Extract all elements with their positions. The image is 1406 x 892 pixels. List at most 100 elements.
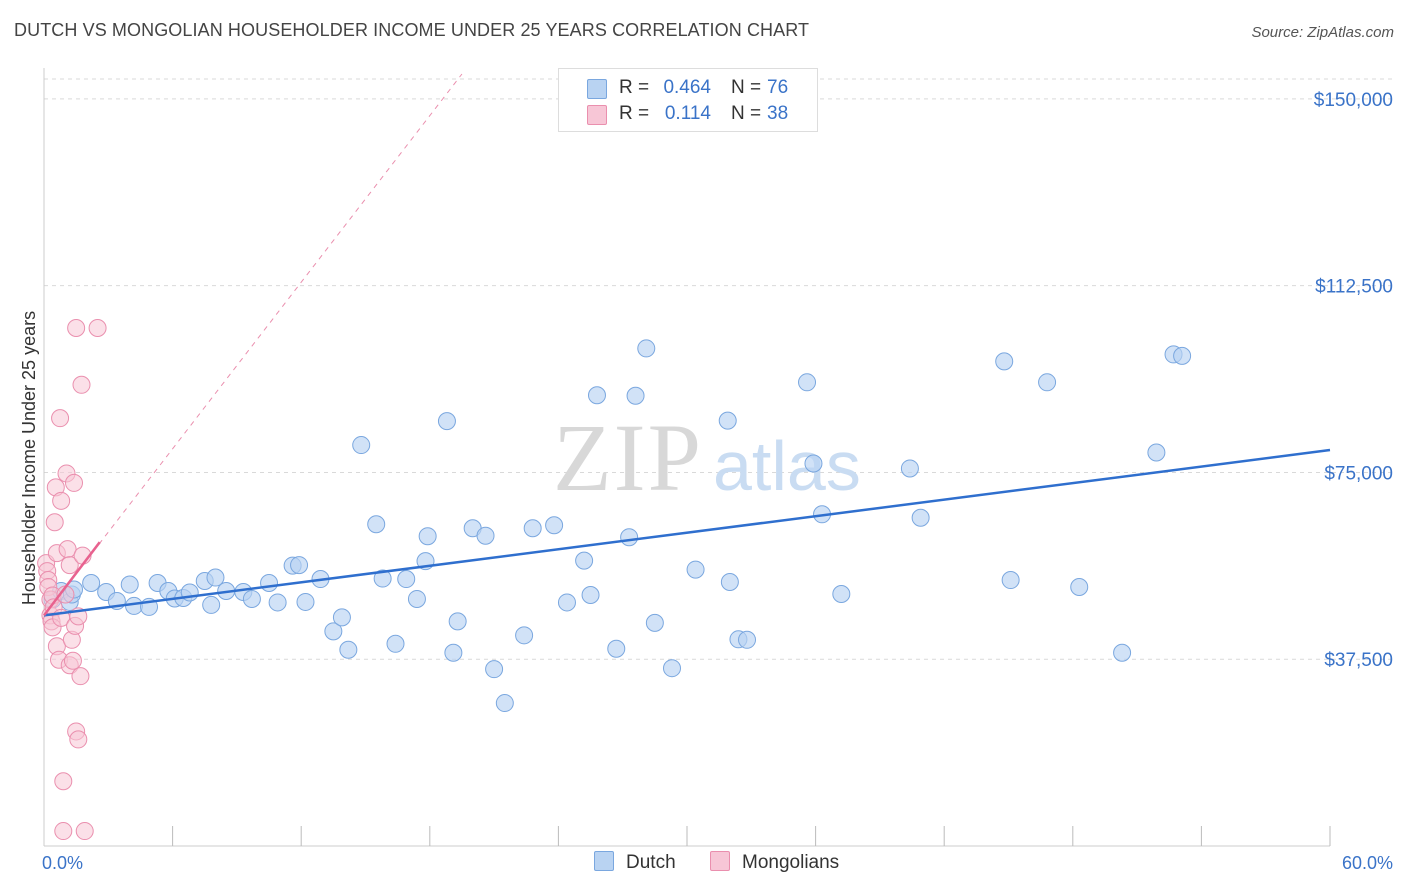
legend-item-dutch: Dutch (594, 851, 676, 874)
dutch-point (495, 694, 514, 713)
dutch-point (718, 411, 737, 430)
mongolians-point (71, 667, 90, 686)
legend-n-label: N = (731, 77, 762, 98)
legend-label-dutch: Dutch (626, 852, 676, 873)
mongolians-trend-line (43, 541, 101, 617)
dutch-point (476, 526, 495, 545)
y-tick-label: $150,000 (1314, 90, 1393, 111)
dutch-point (290, 556, 309, 575)
mongolians-point (69, 730, 88, 749)
legend-r-label: R = (619, 77, 650, 98)
dutch-point (720, 573, 739, 592)
chart-title: DUTCH VS MONGOLIAN HOUSEHOLDER INCOME UN… (14, 20, 810, 40)
legend-label-mongolians: Mongolians (742, 852, 840, 873)
legend-swatch-dutch (587, 79, 607, 99)
legend-row-dutch: R = 0.464 N = 76 (559, 75, 817, 101)
mongolians-point (75, 822, 94, 841)
legend-swatch-mongolians (710, 851, 730, 871)
dutch-point (437, 412, 456, 431)
legend-n-value: 38 (767, 103, 789, 124)
dutch-point (373, 569, 392, 588)
mongolians-point (54, 772, 73, 791)
mongolians-point (60, 556, 79, 575)
dutch-point (804, 454, 823, 473)
watermark-zip: ZIP (553, 404, 703, 511)
dutch-point (832, 584, 851, 603)
dutch-point (418, 527, 437, 546)
dutch-point (686, 560, 705, 579)
dutch-point (557, 593, 576, 612)
dutch-point (1070, 578, 1089, 597)
dutch-point (332, 608, 351, 627)
dutch-point (900, 459, 919, 478)
dutch-point (367, 515, 386, 534)
legend-swatch-mongolians (587, 105, 607, 125)
dutch-point (1147, 443, 1166, 462)
legend-item-mongolians: Mongolians (710, 851, 839, 874)
dutch-point (662, 659, 681, 678)
dutch-point (386, 634, 405, 653)
dutch-point (738, 630, 757, 649)
dutch-point (620, 528, 639, 547)
correlation-legend: R = 0.464 N = 76 R = 0.114 N = 38 (558, 68, 818, 132)
dutch-point (626, 386, 645, 405)
dutch-point (397, 570, 416, 589)
dutch-point (637, 339, 656, 358)
dutch-point (260, 574, 279, 593)
mongolians-point (88, 319, 107, 338)
x-tick-label: 60.0% (1342, 853, 1393, 873)
dutch-point (1173, 346, 1192, 365)
legend-r-label: R = (619, 103, 650, 124)
mongolians-point (45, 513, 64, 532)
source-credit: Source: ZipAtlas.com (1251, 24, 1394, 41)
y-tick-label: $75,000 (1324, 463, 1393, 484)
dutch-point (798, 373, 817, 392)
legend-n-label: N = (731, 103, 762, 124)
dutch-point (515, 626, 534, 645)
mongolians-point (63, 651, 82, 670)
dutch-point (645, 613, 664, 632)
dutch-point (352, 436, 371, 455)
legend-r-value: 0.114 (664, 103, 711, 124)
dutch-point (581, 585, 600, 604)
legend-swatch-dutch (594, 851, 614, 871)
dutch-point (296, 592, 315, 611)
legend-n-value: 76 (767, 77, 789, 98)
mongolians-point (72, 375, 91, 394)
y-axis-title: Householder Income Under 25 years (19, 311, 39, 605)
mongolians-point (65, 473, 84, 492)
dutch-point (911, 508, 930, 527)
mongolians-point (58, 540, 77, 559)
dutch-point (587, 386, 606, 405)
dutch-point (1038, 373, 1057, 392)
dutch-point (545, 516, 564, 535)
dutch-point (125, 596, 144, 615)
dutch-point (120, 575, 139, 594)
y-tick-label: $37,500 (1324, 650, 1393, 671)
dutch-point (607, 639, 626, 658)
legend-row-mongolians: R = 0.114 N = 38 (559, 101, 817, 127)
dutch-point (407, 589, 426, 608)
mongolians-point (51, 409, 70, 428)
dutch-point (82, 574, 101, 593)
y-tick-label: $112,500 (1315, 277, 1393, 298)
dutch-point (448, 612, 467, 631)
dutch-point (242, 589, 261, 608)
mongolians-trend-extension (43, 73, 463, 616)
dutch-point (1113, 643, 1132, 662)
dutch-trend-line (43, 448, 1331, 617)
mongolians-point (67, 319, 86, 338)
dutch-point (523, 519, 542, 538)
mongolians-point (54, 822, 73, 841)
dutch-point (575, 551, 594, 570)
dutch-point (206, 568, 225, 587)
watermark-atlas: atlas (713, 427, 861, 505)
dutch-point (485, 660, 504, 679)
dutch-point (324, 622, 343, 641)
x-tick-label: 0.0% (42, 853, 83, 873)
dutch-point (339, 640, 358, 659)
dutch-point (444, 643, 463, 662)
dutch-point (995, 352, 1014, 371)
dutch-point (1001, 571, 1020, 590)
